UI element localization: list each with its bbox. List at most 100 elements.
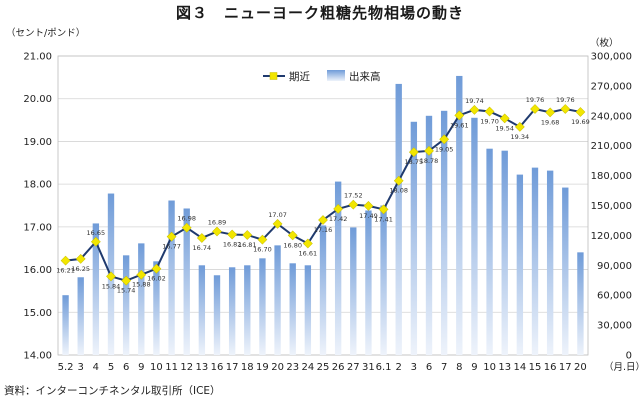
price-marker xyxy=(242,230,253,240)
x-tick-label: 17 xyxy=(226,362,239,373)
price-marker xyxy=(106,271,116,282)
price-data-label: 17.49 xyxy=(359,212,378,220)
chart-title: 図３ ニューヨーク粗糖先物相場の動き xyxy=(175,4,464,22)
volume-bar xyxy=(501,150,508,355)
x-tick-label: 5 xyxy=(108,362,114,373)
price-marker xyxy=(60,255,71,266)
y-left-tick-label: 18.00 xyxy=(23,180,52,191)
y-left-tick-label: 14.00 xyxy=(23,351,52,362)
x-tick-label: 6 xyxy=(426,362,432,373)
legend: 期近 出来高 xyxy=(263,70,381,83)
price-data-label: 19.76 xyxy=(556,96,575,104)
x-tick-label: 10 xyxy=(483,362,496,373)
volume-bar xyxy=(319,225,327,355)
y-left-tick-label: 16.00 xyxy=(23,265,52,276)
volume-bar xyxy=(516,174,524,355)
price-data-label: 18.08 xyxy=(389,187,408,195)
volume-bar xyxy=(562,187,569,355)
volume-bar xyxy=(122,255,130,355)
price-data-label: 19.74 xyxy=(465,97,484,105)
price-marker xyxy=(348,199,359,210)
volume-bar xyxy=(274,245,281,355)
price-data-label: 17.07 xyxy=(268,211,287,219)
x-tick-label: 17 xyxy=(559,362,572,373)
volume-bar xyxy=(531,167,539,355)
price-data-label: 18.75 xyxy=(405,158,424,166)
price-data-label: 16.81 xyxy=(238,241,257,249)
y-right-tick-label: 90,000 xyxy=(597,261,632,272)
y-left-tick-label: 15.00 xyxy=(23,308,52,319)
price-marker xyxy=(151,263,162,274)
x-tick-label: 24 xyxy=(301,362,314,373)
x-tick-label: 18 xyxy=(241,362,254,373)
y-right-tick-label: 180,000 xyxy=(591,171,632,182)
volume-bar xyxy=(62,295,69,355)
volume-bar xyxy=(395,83,402,355)
price-data-label: 16.74 xyxy=(193,244,212,252)
x-tick-label: 2 xyxy=(396,362,402,373)
x-tick-label: 25 xyxy=(317,362,330,373)
y-right-tick-label: 300,000 xyxy=(591,52,632,63)
price-data-label: 15.84 xyxy=(102,282,121,290)
price-marker xyxy=(424,145,434,156)
price-data-label: 19.61 xyxy=(450,121,469,129)
volume-bar xyxy=(138,243,145,355)
price-marker xyxy=(257,234,268,245)
x-tick-label: 27 xyxy=(347,362,360,373)
price-data-label: 16.21 xyxy=(56,267,75,275)
price-data-label: 17.41 xyxy=(374,215,393,223)
x-tick-label: 9 xyxy=(471,362,477,373)
price-marker xyxy=(408,147,419,157)
volume-bar xyxy=(410,121,418,355)
volume-bar xyxy=(471,117,478,355)
price-marker xyxy=(378,204,389,215)
volume-bar xyxy=(440,110,448,355)
volume-bar xyxy=(183,208,190,355)
price-marker xyxy=(181,222,192,233)
price-marker xyxy=(333,204,344,214)
price-data-label: 16.80 xyxy=(283,241,302,249)
y-left-tick-label: 17.00 xyxy=(23,222,52,233)
y-right-label: （枚） xyxy=(590,37,619,49)
volume-bar xyxy=(350,227,357,355)
x-tick-label: 4 xyxy=(93,362,99,373)
volume-bar xyxy=(334,181,342,355)
price-data-label: 16.25 xyxy=(71,265,90,273)
price-data-label: 19.05 xyxy=(435,145,454,153)
volume-bar xyxy=(425,115,433,355)
x-tick-label: 16 xyxy=(544,362,557,373)
price-data-label: 15.88 xyxy=(132,281,151,289)
price-marker xyxy=(196,233,207,243)
price-data-label: 17.16 xyxy=(314,226,333,234)
volume-bar xyxy=(198,265,206,355)
price-data-label: 15.74 xyxy=(117,287,136,295)
price-marker xyxy=(530,104,540,114)
price-marker xyxy=(363,201,374,211)
price-marker xyxy=(227,229,238,240)
price-marker xyxy=(166,231,177,242)
price-marker xyxy=(90,236,101,247)
y-right-tick-label: 150,000 xyxy=(591,201,632,212)
volume-bar xyxy=(213,275,221,355)
price-data-label: 19.70 xyxy=(480,118,499,126)
bar-series xyxy=(62,75,584,355)
price-data-label: 18.78 xyxy=(420,157,439,165)
price-marker xyxy=(439,134,450,145)
x-tick-label: 6.1 xyxy=(376,362,392,373)
volume-bar xyxy=(304,265,312,355)
volume-bar xyxy=(92,223,100,355)
price-data-label: 16.89 xyxy=(208,219,227,227)
price-data-label: 19.54 xyxy=(495,124,514,132)
legend-entry-bar: 出来高 xyxy=(349,70,381,83)
x-tick-label: 3 xyxy=(78,362,84,373)
volume-bar xyxy=(380,205,387,355)
price-marker xyxy=(75,254,86,264)
volume-bar xyxy=(244,265,251,355)
volume-bar xyxy=(577,252,584,355)
price-marker xyxy=(560,104,571,114)
legend-entry-line: 期近 xyxy=(289,70,310,83)
volume-bar xyxy=(289,263,296,355)
y-right-tick-label: 240,000 xyxy=(591,111,632,122)
